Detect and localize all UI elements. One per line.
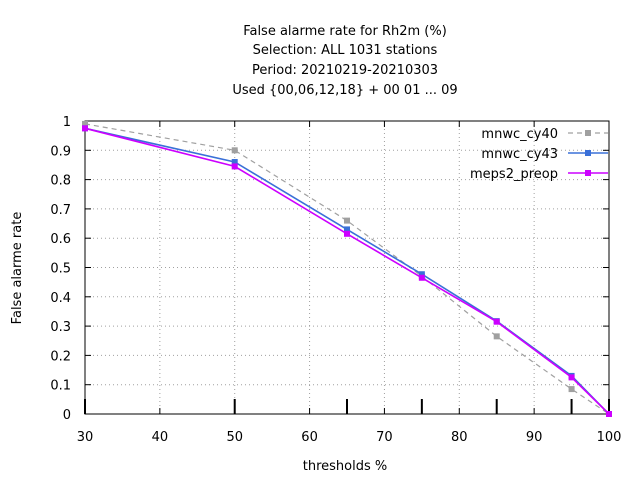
x-tick-label: 80 (451, 430, 468, 445)
x-tick-labels: 30 40 50 60 70 80 90 100 (77, 430, 622, 445)
grid (85, 121, 609, 414)
data-point (344, 226, 350, 233)
data-point (82, 120, 88, 127)
y-tick-label: 0.8 (50, 174, 71, 189)
data-point (231, 163, 238, 170)
y-tick-label: 0.3 (50, 320, 71, 335)
series-mnwc_cy40 (82, 120, 612, 417)
threshold-marks (84, 399, 610, 414)
x-tick-label: 50 (226, 430, 243, 445)
y-tick-label: 0 (63, 408, 71, 423)
y-tick-label: 0.7 (50, 203, 71, 218)
x-tick-label: 70 (376, 430, 393, 445)
y-tick-label: 0.5 (50, 262, 71, 277)
legend-swatch-marker (585, 130, 591, 136)
x-tick-label: 90 (526, 430, 543, 445)
x-tick-label: 100 (597, 430, 622, 445)
data-point (344, 217, 350, 224)
data-point (606, 411, 612, 417)
legend-item: mnwc_cy40 (481, 127, 608, 142)
title-line-3: Period: 20210219-20210303 (252, 63, 438, 78)
data-point (493, 318, 500, 325)
data-point (231, 147, 238, 154)
data-point (568, 386, 575, 393)
y-tick-labels: 0 0.1 0.2 0.3 0.4 0.5 0.6 0.7 0.8 0.9 1 (50, 115, 71, 423)
y-tick-label: 0.1 (50, 379, 71, 394)
legend-swatch-marker (585, 170, 591, 176)
data-point (493, 333, 500, 340)
y-tick-label: 1 (63, 115, 71, 130)
data-point (82, 125, 88, 132)
legend-label: mnwc_cy43 (481, 147, 558, 162)
x-tick-label: 60 (301, 430, 318, 445)
title-line-2: Selection: ALL 1031 stations (253, 43, 438, 58)
legend-item: mnwc_cy43 (481, 147, 608, 162)
axis-ticks (84, 120, 610, 415)
series-meps2_preop (82, 125, 612, 417)
chart-title: False alarme rate for Rh2m (%) Selection… (232, 24, 457, 98)
plot-border (84, 120, 610, 415)
y-tick-label: 0.9 (50, 144, 71, 159)
legend-label: mnwc_cy40 (481, 127, 558, 142)
data-point (568, 374, 575, 381)
legend-swatch-marker (585, 150, 591, 156)
series (82, 120, 612, 417)
title-line-1: False alarme rate for Rh2m (%) (243, 24, 447, 39)
data-point (418, 274, 425, 281)
legend-item: meps2_preop (470, 167, 608, 182)
x-tick-label: 30 (77, 430, 94, 445)
legend: mnwc_cy40 mnwc_cy43 meps2_preop (470, 127, 608, 182)
legend-label: meps2_preop (470, 167, 558, 182)
data-point (418, 271, 425, 278)
y-tick-label: 0.6 (50, 232, 71, 247)
data-point (231, 159, 238, 166)
x-axis-label: thresholds % (303, 459, 387, 474)
title-line-4: Used {00,06,12,18} + 00 01 ... 09 (232, 83, 457, 98)
y-tick-label: 0.2 (50, 349, 71, 364)
y-tick-label: 0.4 (50, 291, 71, 306)
x-tick-label: 40 (152, 430, 169, 445)
data-point (344, 230, 350, 237)
y-axis-label: False alarme rate (10, 212, 25, 325)
